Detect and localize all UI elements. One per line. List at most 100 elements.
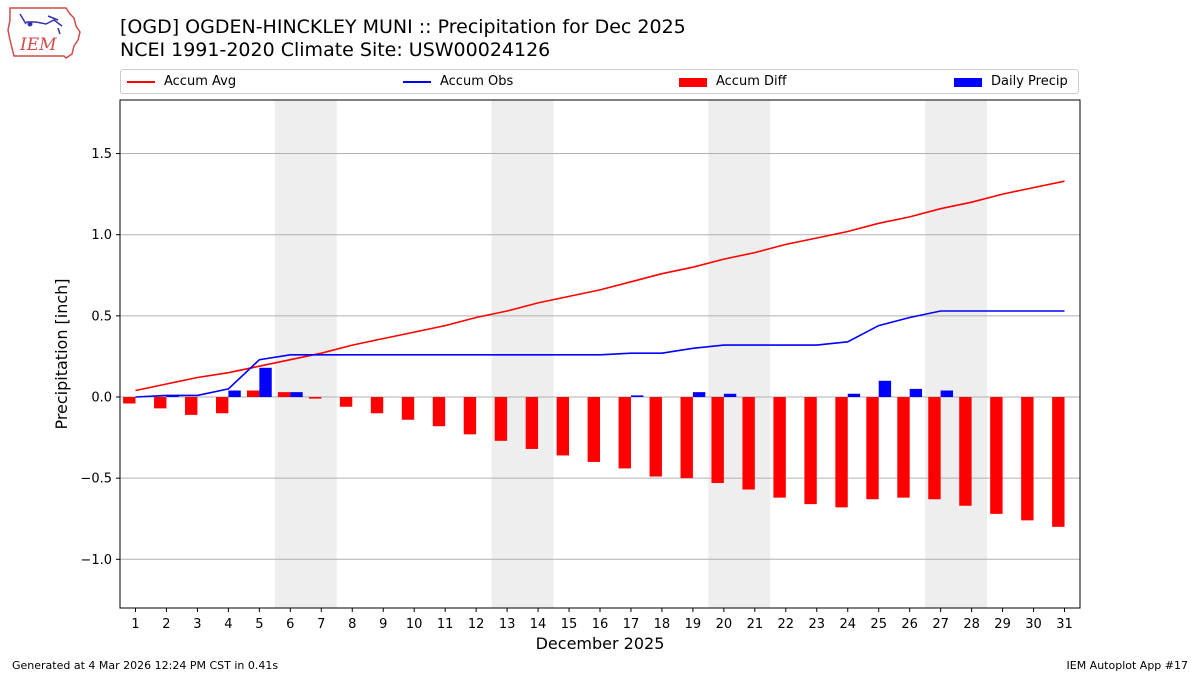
accum-diff-bar: [773, 397, 786, 498]
chart-title: [OGD] OGDEN-HINCKLEY MUNI :: Precipitati…: [120, 16, 686, 38]
line-swatch-icon: [127, 81, 155, 83]
app-id: IEM Autoplot App #17: [1066, 659, 1189, 672]
generated-timestamp: Generated at 4 Mar 2026 12:24 PM CST in …: [12, 659, 279, 672]
x-tick-label: 12: [468, 617, 485, 632]
x-tick-label: 11: [437, 617, 454, 632]
y-tick-label: −1.0: [80, 553, 112, 568]
accum-diff-bar: [185, 397, 198, 415]
x-tick-label: 29: [994, 617, 1011, 632]
y-tick-label: 1.0: [91, 228, 112, 243]
x-tick-label: 13: [499, 617, 516, 632]
iowa-state-outline-icon: IEM: [7, 7, 81, 59]
lines: [135, 180, 1065, 398]
x-tick-label: 7: [317, 617, 325, 632]
legend-label-accum-obs: Accum Obs: [440, 74, 514, 89]
x-tick-label: 9: [379, 617, 387, 632]
accum-diff-bar: [897, 397, 910, 498]
x-tick-label: 8: [348, 617, 356, 632]
x-tick-label: 16: [592, 617, 609, 632]
x-axis-label: December 2025: [536, 634, 665, 653]
accum-diff-bar: [835, 397, 848, 508]
x-tick-label: 28: [963, 617, 980, 632]
accum-diff-bar: [742, 397, 755, 490]
legend-label-accum-avg: Accum Avg: [164, 74, 237, 89]
daily-precip-bar: [259, 367, 272, 398]
x-tick-label: 10: [406, 617, 423, 632]
x-tick-label: 2: [162, 617, 170, 632]
accum-diff-bar: [556, 397, 570, 456]
accum-diff-bar: [308, 397, 322, 399]
y-tick-label: −0.5: [80, 472, 112, 487]
x-tick-label: 1: [131, 617, 139, 632]
daily-precip-bar: [692, 392, 706, 398]
accum-diff-bar: [1021, 397, 1034, 521]
legend-label-accum-diff: Accum Diff: [716, 74, 787, 89]
accum-diff-bar: [246, 390, 260, 398]
accum-diff-bar: [525, 397, 539, 449]
y-axis-label: Precipitation [inch]: [52, 278, 71, 429]
x-tick-label: 20: [716, 617, 733, 632]
x-tick-label: 26: [901, 617, 918, 632]
accum-diff-bar: [370, 397, 384, 414]
iem-logo: IEM: [6, 4, 82, 62]
accum-diff-bar: [494, 397, 508, 441]
x-tick-label: 4: [224, 617, 232, 632]
accum-diff-bar: [804, 397, 817, 505]
logo-text: IEM: [19, 35, 57, 55]
y-tick-label: 1.5: [91, 147, 112, 162]
y-tick-label: 0.0: [91, 391, 112, 406]
accum-obs-line: [135, 310, 1065, 398]
legend-swatch-accum-diff: [679, 78, 707, 87]
x-tick-label: 15: [561, 617, 578, 632]
accum-diff-bar: [123, 397, 136, 404]
x-tick-label: 14: [530, 617, 547, 632]
daily-precip-bar: [723, 393, 737, 398]
x-tick-label: 17: [623, 617, 640, 632]
accum-diff-bar: [277, 392, 291, 398]
x-tick-label: 5: [255, 617, 263, 632]
x-tick-label: 25: [870, 617, 887, 632]
accum-diff-bar: [866, 397, 879, 500]
x-tick-label: 3: [193, 617, 201, 632]
x-tick-label: 30: [1025, 617, 1042, 632]
accum-diff-bar: [649, 397, 662, 477]
line-swatch-icon: [403, 81, 431, 83]
daily-precip-bar: [847, 393, 861, 398]
accum-diff-bar: [959, 397, 972, 506]
accum-diff-bar: [432, 397, 446, 427]
chart-subtitle: NCEI 1991-2020 Climate Site: USW00024126: [120, 39, 551, 61]
x-tick-label: 24: [839, 617, 856, 632]
x-tick-label: 23: [809, 617, 826, 632]
accum-diff-bar: [990, 397, 1003, 514]
axes: −1.0−0.50.00.51.01.51 2 3 4 5 6 7 8 9 10 11 12 13 14 1…: [80, 99, 1081, 632]
accum-diff-bar: [928, 397, 941, 500]
accum-diff-bar: [216, 397, 229, 414]
accum-diff-bar: [339, 397, 353, 407]
x-tick-label: 27: [932, 617, 949, 632]
weekend-band: [925, 100, 988, 608]
bar-swatch-icon: [679, 78, 707, 87]
x-tick-label: 6: [286, 617, 294, 632]
chart-legend: Accum Avg Accum Obs Accum Diff Daily Pre…: [120, 69, 1079, 94]
accum-diff-bar: [711, 397, 724, 484]
x-tick-label: 31: [1056, 617, 1073, 632]
legend-swatch-daily-precip: [954, 78, 982, 87]
legend-label-daily-precip: Daily Precip: [991, 74, 1068, 89]
weekend-band: [708, 100, 771, 608]
daily-precip-bar: [878, 380, 892, 398]
accum-avg-line: [135, 180, 1065, 392]
x-tick-label: 22: [778, 617, 795, 632]
x-tick-label: 19: [685, 617, 702, 632]
daily-precip-bar: [909, 388, 923, 398]
daily-precip-bar: [630, 395, 644, 398]
y-tick-label: 0.5: [91, 309, 112, 324]
accum-diff-bar: [154, 397, 167, 409]
x-tick-label: 18: [654, 617, 671, 632]
bars: [123, 367, 1065, 527]
daily-precip-bar: [290, 392, 303, 398]
accum-diff-bar: [587, 397, 600, 462]
bar-swatch-icon: [954, 78, 982, 87]
x-tick-label: 21: [747, 617, 764, 632]
accum-diff-bar: [401, 397, 415, 420]
